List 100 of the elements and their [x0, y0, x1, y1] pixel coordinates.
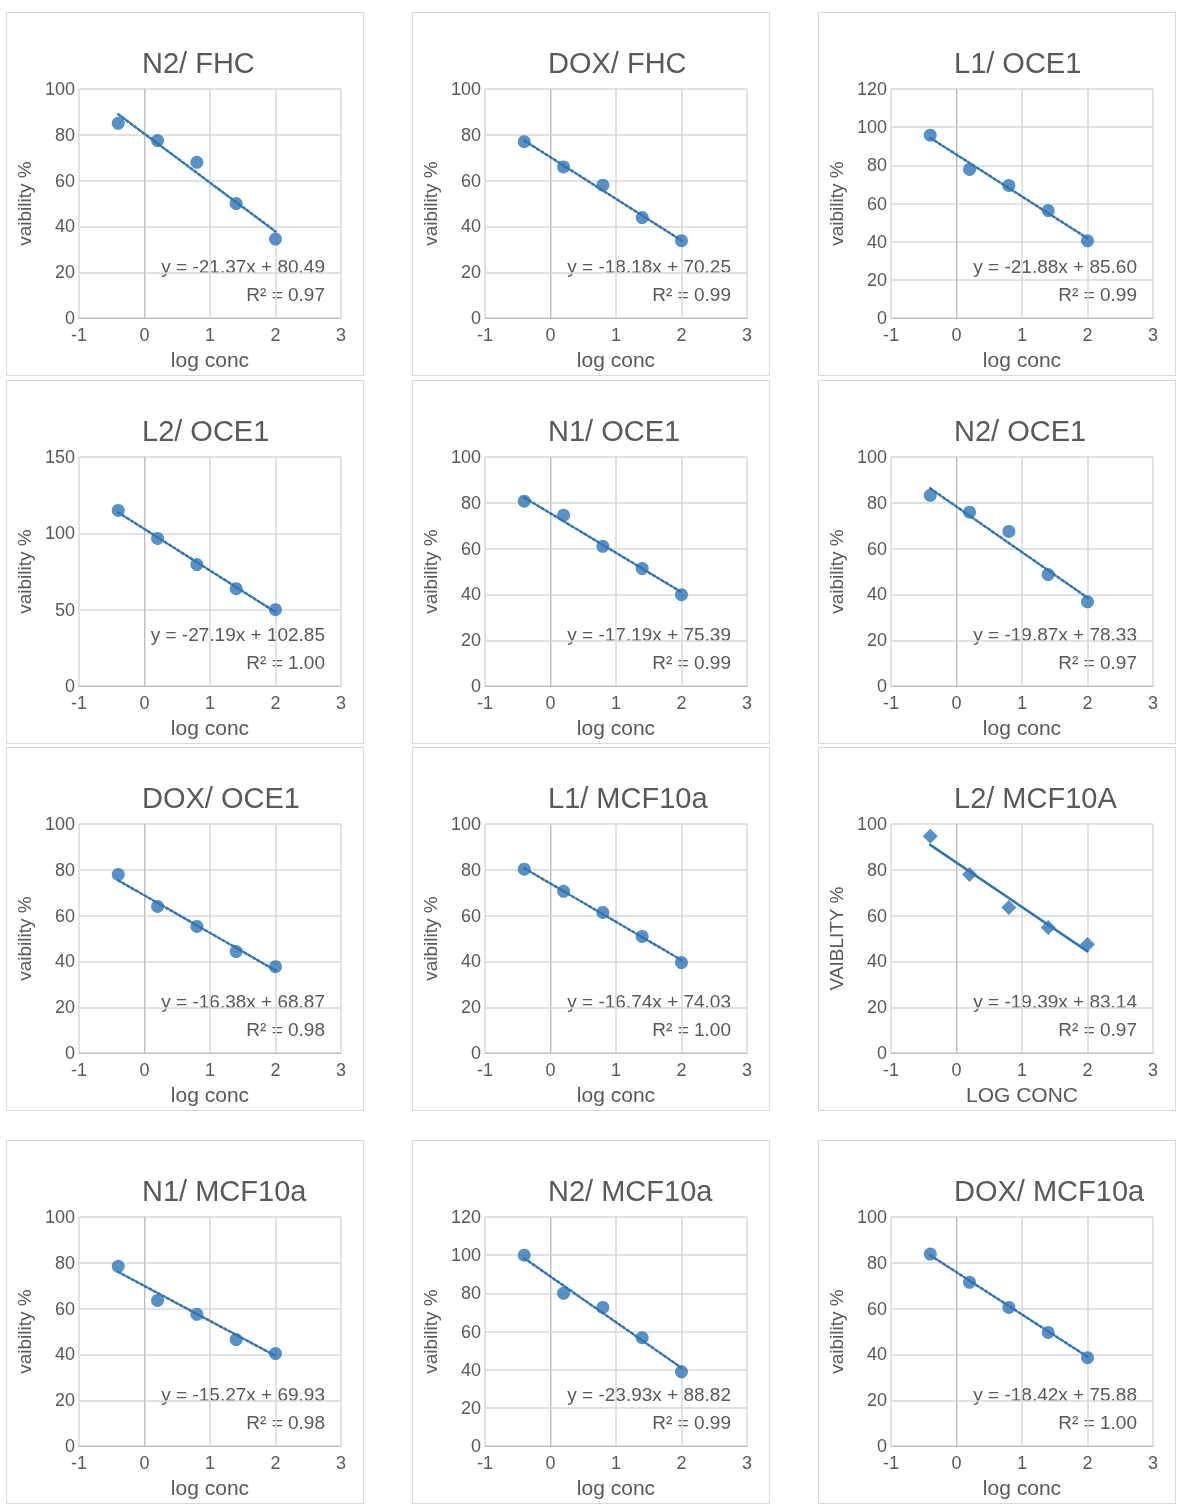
y-tick-label: 80	[460, 124, 481, 145]
chart-title: N2/ OCE1	[954, 414, 1087, 447]
annotation: R² = 0.98	[246, 1019, 326, 1040]
y-tick-label: 20	[866, 997, 887, 1018]
x-tick-label: 1	[1016, 325, 1027, 346]
x-tick-label: 0	[545, 1060, 556, 1081]
y-tick-label: 20	[866, 1390, 887, 1411]
annotation: y = -21.88x + 85.60	[973, 256, 1138, 277]
x-tick-label: 3	[1147, 1060, 1159, 1081]
x-tick-label: 1	[1016, 1060, 1027, 1081]
y-tick-label: 120	[856, 79, 887, 99]
y-tick-label: 40	[54, 951, 75, 972]
x-axis-title: log conc	[170, 716, 250, 739]
x-tick-label: 0	[139, 1453, 150, 1474]
y-tick-label: 80	[866, 1252, 887, 1273]
y-axis-title: vaibility %	[14, 529, 35, 614]
y-tick-label: 100	[856, 814, 887, 834]
annotation: y = -23.93x + 88.82	[567, 1384, 732, 1405]
chart-title: L2/ OCE1	[142, 414, 270, 447]
annotation: y = -19.87x + 78.33	[973, 624, 1138, 645]
x-tick-label: 0	[545, 1453, 556, 1474]
x-axis-title: log conc	[170, 1476, 250, 1499]
y-tick-label: 60	[866, 193, 887, 214]
y-tick-label: 80	[460, 492, 481, 513]
x-axis-title: log conc	[576, 348, 656, 371]
y-tick-label: 80	[54, 1252, 75, 1273]
x-tick-label: 2	[270, 1060, 281, 1081]
x-axis-title: log conc	[982, 1476, 1062, 1499]
y-tick-label: 40	[866, 584, 887, 605]
x-axis-title: log conc	[170, 348, 250, 371]
y-tick-label: 120	[450, 1207, 481, 1227]
x-tick-label: 2	[1082, 693, 1093, 714]
y-tick-label: 40	[866, 1344, 887, 1365]
y-tick-label: 100	[450, 447, 481, 467]
x-tick-label: 3	[741, 1453, 753, 1474]
y-axis-title: vaibility %	[826, 161, 847, 246]
x-tick-label: 0	[545, 325, 556, 346]
y-axis-title: vaibility %	[826, 529, 847, 614]
x-tick-label: 2	[1082, 325, 1093, 346]
x-tick-label: 3	[335, 1060, 347, 1081]
y-tick-label: 40	[54, 1344, 75, 1365]
x-tick-label: 2	[270, 325, 281, 346]
y-tick-label: 100	[44, 814, 75, 834]
x-tick-label: 1	[204, 1060, 215, 1081]
y-axis-title: vaibility %	[420, 161, 441, 246]
x-tick-label: 0	[139, 325, 150, 346]
x-tick-label: 1	[1016, 1453, 1027, 1474]
x-tick-label: 3	[741, 693, 753, 714]
y-tick-label: 60	[866, 905, 887, 926]
x-tick-label: 0	[139, 693, 150, 714]
chart-title: DOX/ OCE1	[142, 781, 300, 814]
x-axis-title: log conc	[982, 348, 1062, 371]
y-tick-label: 100	[44, 1207, 75, 1227]
y-tick-label: 60	[54, 170, 75, 191]
x-tick-label: 0	[951, 1453, 962, 1474]
y-tick-label: 100	[44, 523, 75, 544]
x-tick-label: 1	[610, 693, 621, 714]
chart-title: L1/ OCE1	[954, 46, 1082, 79]
x-tick-label: 3	[741, 325, 753, 346]
y-tick-label: 80	[866, 155, 887, 176]
chart-title: N2/ FHC	[142, 46, 255, 79]
point	[1081, 595, 1094, 609]
x-axis-title: log conc	[576, 1476, 656, 1499]
y-tick-label: 100	[450, 79, 481, 99]
annotation: y = -21.37x + 80.49	[161, 256, 326, 277]
x-tick-label: 3	[335, 1453, 347, 1474]
annotation: R² = 0.99	[652, 652, 732, 673]
y-tick-label: 60	[460, 538, 481, 559]
annotation: R² = 1.00	[1058, 1412, 1138, 1433]
annotation: y = -27.19x + 102.85	[150, 624, 325, 645]
point	[557, 1286, 571, 1300]
y-tick-label: 100	[450, 814, 481, 834]
point	[1001, 899, 1017, 915]
y-tick-label: 100	[856, 1207, 887, 1227]
x-tick-label: 1	[1016, 693, 1027, 714]
x-tick-label: 1	[610, 1453, 621, 1474]
point	[1002, 524, 1016, 538]
y-tick-label: 80	[866, 492, 887, 513]
y-tick-label: 20	[460, 1397, 481, 1418]
x-tick-label: 2	[270, 1453, 281, 1474]
x-tick-label: 0	[951, 693, 962, 714]
y-tick-label: 80	[54, 124, 75, 145]
x-tick-label: 0	[545, 693, 556, 714]
y-axis-title: VAIBLITY %	[826, 886, 847, 991]
y-tick-label: 60	[460, 1321, 481, 1342]
annotation: y = -16.38x + 68.87	[161, 991, 326, 1012]
chart-title: N2/ MCF10a	[548, 1174, 714, 1207]
x-tick-label: 2	[676, 1453, 687, 1474]
annotation: R² = 0.98	[246, 1412, 326, 1433]
point	[190, 155, 204, 169]
annotation: R² = 0.99	[652, 1412, 732, 1433]
y-tick-label: 50	[54, 599, 75, 620]
y-tick-label: 20	[54, 997, 75, 1018]
point	[269, 232, 282, 246]
y-tick-label: 20	[460, 262, 481, 283]
y-tick-label: 40	[866, 951, 887, 972]
y-tick-label: 60	[54, 905, 75, 926]
chart-title: L2/ MCF10A	[954, 781, 1118, 814]
point	[675, 588, 688, 602]
y-tick-label: 20	[866, 630, 887, 651]
